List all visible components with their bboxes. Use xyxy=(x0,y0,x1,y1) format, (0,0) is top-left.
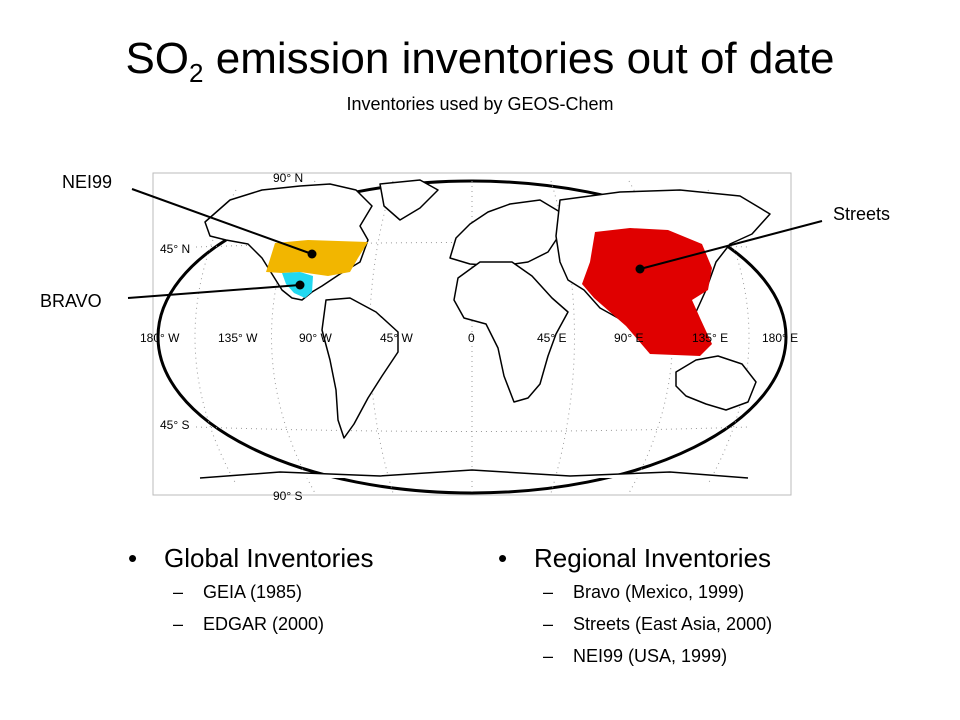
south-america-outline xyxy=(321,297,399,439)
lon-label-135e: 135° E xyxy=(692,331,728,345)
nei99-leader xyxy=(131,188,313,255)
dash-icon: – xyxy=(543,582,554,602)
dash-icon: – xyxy=(543,614,554,634)
regional-inventories-heading: • Regional Inventories xyxy=(498,540,772,576)
map-frame xyxy=(152,172,792,496)
bravo-callout-label: BRAVO xyxy=(40,291,102,311)
lon-label-45e: 45° E xyxy=(537,331,566,345)
bravo-leader xyxy=(127,284,301,299)
lat-label-90n: 90° N xyxy=(273,171,303,185)
lat-label-45s: 45° S xyxy=(160,418,189,432)
lon-label-45w: 45° W xyxy=(380,331,413,345)
streets-callout-label: Streets xyxy=(833,204,891,224)
lat-label-45n: 45° N xyxy=(160,242,190,256)
lon-label-135w: 135° W xyxy=(218,331,258,345)
bullet-icon: • xyxy=(498,543,508,573)
lon-label-180w: 180° W xyxy=(140,331,180,345)
nei99-marker xyxy=(307,249,317,259)
dash-icon: – xyxy=(543,646,554,666)
bullet-icon: • xyxy=(128,543,138,573)
nei99-region xyxy=(266,240,368,276)
africa-outline xyxy=(453,261,569,403)
greenland-outline xyxy=(379,179,439,221)
dash-icon: – xyxy=(173,614,184,634)
global-inventories-list: • Global Inventories – GEIA (1985) – EDGAR… xyxy=(128,540,374,640)
list-item: – Bravo (Mexico, 1999) xyxy=(498,576,772,608)
slide-title: SO2 emission inventories out of date xyxy=(125,34,835,88)
streets-marker xyxy=(635,264,645,274)
antarctica-outline xyxy=(199,469,749,479)
bravo-marker xyxy=(295,280,305,290)
slide-subtitle: Inventories used by GEOS-Chem xyxy=(346,94,614,114)
regional-inventories-list: • Regional Inventories – Bravo (Mexico, 1… xyxy=(498,540,772,672)
australia-outline xyxy=(675,355,757,411)
callout-lines xyxy=(127,188,823,299)
europe-outline xyxy=(449,199,561,267)
lat-label-90s: 90° S xyxy=(273,489,302,503)
list-item: – Streets (East Asia, 2000) xyxy=(498,608,772,640)
dash-icon: – xyxy=(173,582,184,602)
lon-label-0: 0 xyxy=(468,331,475,345)
nei99-callout-label: NEI99 xyxy=(62,172,113,192)
global-inventories-heading: • Global Inventories xyxy=(128,540,374,576)
lon-label-90e: 90° E xyxy=(614,331,643,345)
streets-region xyxy=(582,228,712,356)
lon-label-180e: 180° E xyxy=(762,331,798,345)
list-item: – NEI99 (USA, 1999) xyxy=(498,640,772,672)
list-item: – GEIA (1985) xyxy=(128,576,374,608)
streets-leader xyxy=(639,220,823,270)
list-item: – EDGAR (2000) xyxy=(128,608,374,640)
lon-label-90w: 90° W xyxy=(299,331,332,345)
